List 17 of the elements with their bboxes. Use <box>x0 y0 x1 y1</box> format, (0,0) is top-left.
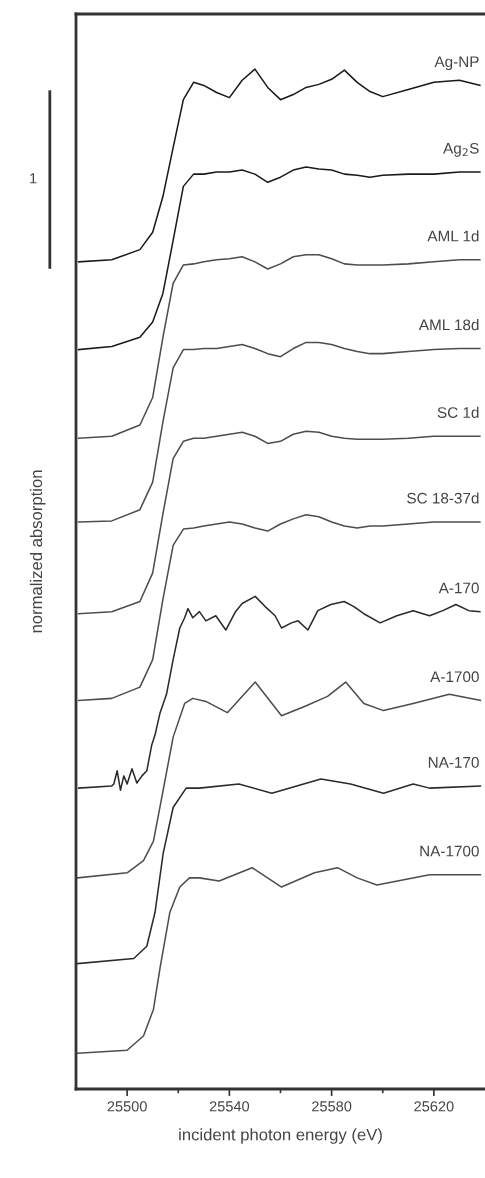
series-label: Ag$_{2}$S <box>443 142 479 157</box>
series-label: NA-1700 <box>420 845 479 857</box>
x-tick-label: 25500 <box>107 1101 147 1112</box>
x-tick-label: 25580 <box>312 1101 352 1112</box>
x-tick-label: 25620 <box>414 1101 454 1112</box>
series-label: Ag-NP <box>434 56 479 71</box>
text: 1 <box>30 173 37 184</box>
series-label: NA-170 <box>428 756 479 768</box>
series-label: AML 1d <box>427 230 479 242</box>
series-label: A-170 <box>438 582 479 594</box>
series-label: AML 18d <box>418 319 479 331</box>
series-label: A-1700 <box>430 671 479 683</box>
y-axis-title: normalized absorption <box>29 470 46 633</box>
series-label: SC 1d <box>437 406 479 418</box>
series-label: SC 18-37d <box>407 492 479 504</box>
x-axis-title: incident photon energy (eV) <box>179 1128 382 1144</box>
x-tick-label: 25540 <box>209 1101 250 1112</box>
